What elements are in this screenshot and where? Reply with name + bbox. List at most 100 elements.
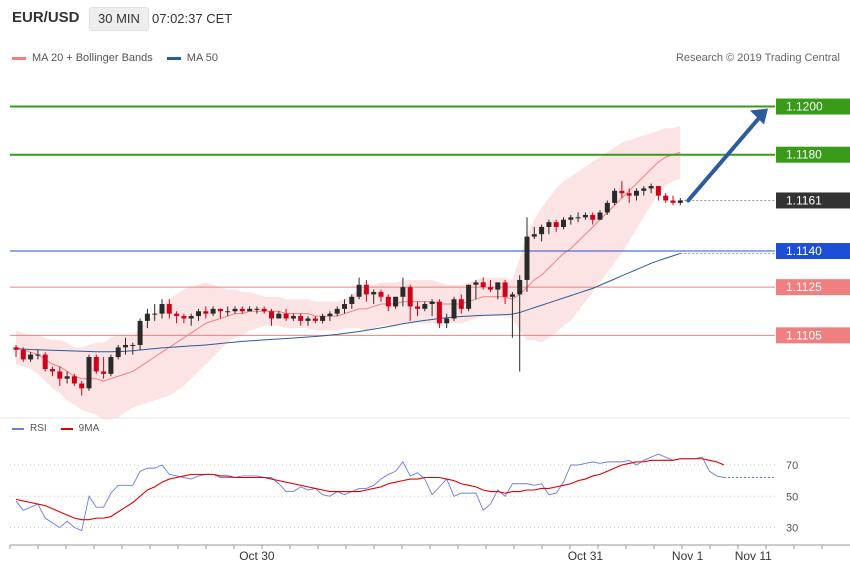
candle-body: [101, 371, 107, 374]
price-label: 1.1200: [786, 100, 823, 114]
research-credit: Research © 2019 Trading Central: [675, 52, 840, 64]
candle-body: [539, 226, 545, 235]
legend-swatch-ma50: [166, 56, 181, 60]
x-axis-label: Oct 30: [239, 549, 275, 563]
legend-item-ma50: MA 50: [166, 52, 218, 64]
candle-body: [590, 214, 596, 220]
candle-body: [57, 371, 63, 379]
price-label: 1.1140: [786, 244, 822, 258]
candle-body: [283, 313, 289, 319]
candle-body: [473, 282, 479, 285]
candle-body: [517, 279, 523, 295]
candle-body: [575, 217, 581, 219]
candle-body: [166, 304, 172, 314]
candle-body: [415, 306, 420, 309]
candle-body: [670, 200, 676, 203]
candle-body: [64, 376, 70, 379]
legend-item-rsi: RSI: [12, 423, 47, 434]
bollinger-middle-line: [15, 151, 681, 382]
candle-body: [422, 304, 428, 309]
ma50-line: [15, 252, 681, 353]
candle-body: [597, 212, 603, 220]
rsi-series-rsi: [15, 453, 725, 532]
candle-body: [79, 383, 85, 389]
candle-body: [444, 318, 450, 324]
timeframe-button[interactable]: 30 MIN: [89, 7, 149, 31]
candle-body: [269, 311, 274, 319]
candle-body: [546, 222, 552, 227]
legend-item-9ma: 9MA: [60, 423, 100, 434]
candle-body: [393, 296, 399, 307]
candle-body: [524, 236, 530, 280]
legend-swatch-bollinger: [12, 56, 26, 60]
candle-body: [174, 313, 180, 317]
price-label-box: [776, 243, 850, 260]
candle-body: [626, 193, 632, 196]
candle-body: [349, 296, 355, 305]
candle-body: [677, 200, 683, 203]
candle-body: [327, 313, 333, 317]
candle-body: [400, 287, 406, 297]
candle-body: [648, 186, 654, 189]
candle-body: [553, 222, 559, 227]
candle-body: [188, 316, 194, 319]
candle-body: [334, 308, 340, 314]
candle-body: [619, 190, 625, 194]
candle-body: [247, 308, 253, 312]
legend-label-ma50: MA 50: [186, 52, 218, 64]
timestamp: 07:02:37 CET: [152, 11, 233, 26]
price-legend: MA 20 + Bollinger Bands MA 50: [12, 52, 232, 64]
candle-body: [320, 316, 326, 321]
candle-body: [480, 282, 486, 288]
projection-arrow-head: [750, 108, 768, 125]
candle-body: [20, 349, 26, 360]
candle-body: [108, 357, 114, 374]
candle-body: [42, 354, 48, 370]
x-axis-label: Nov 11: [735, 549, 772, 563]
candle-body: [210, 308, 216, 314]
candle-body: [436, 301, 442, 324]
candle-body: [342, 304, 347, 309]
legend-label-rsi: RSI: [30, 423, 47, 434]
candle-body: [93, 357, 99, 372]
candle-body: [261, 308, 267, 312]
candle-body: [641, 188, 647, 191]
candle-body: [203, 311, 209, 314]
candle-body: [378, 291, 384, 297]
candle-body: [290, 316, 296, 319]
candle-body: [196, 311, 201, 317]
candle-body: [115, 347, 121, 358]
legend-label-9ma: 9MA: [78, 423, 100, 434]
candle-body: [451, 299, 457, 319]
candle-body: [137, 320, 143, 345]
candle-body: [123, 344, 128, 348]
candle-body: [634, 190, 639, 196]
projection-arrow-line: [686, 112, 764, 203]
candle-body: [604, 202, 610, 213]
candle-body: [495, 282, 501, 290]
candle-body: [582, 214, 588, 218]
candle-body: [612, 190, 618, 203]
price-label: 1.1105: [786, 328, 822, 342]
candle-body: [144, 313, 150, 321]
candle-body: [312, 318, 318, 321]
candle-body: [217, 308, 223, 312]
candle-body: [159, 304, 165, 314]
chart-header: EUR/USD 30 MIN 07:02:37 CET: [0, 0, 850, 38]
candle-body: [35, 354, 41, 356]
candle-body: [86, 357, 92, 389]
candle-body: [239, 308, 245, 312]
price-label-box: [776, 279, 850, 296]
candle-body: [13, 347, 19, 350]
candle-body: [152, 313, 158, 315]
price-label-box: [776, 327, 850, 344]
candle-body: [466, 284, 472, 309]
x-axis-label: Oct 31: [568, 549, 604, 563]
candle-body: [568, 217, 574, 220]
candle-body: [488, 287, 493, 290]
candle-body: [531, 234, 537, 237]
candle-body: [458, 299, 464, 309]
price-label: 1.1125: [786, 280, 822, 294]
candle-body: [429, 301, 435, 305]
